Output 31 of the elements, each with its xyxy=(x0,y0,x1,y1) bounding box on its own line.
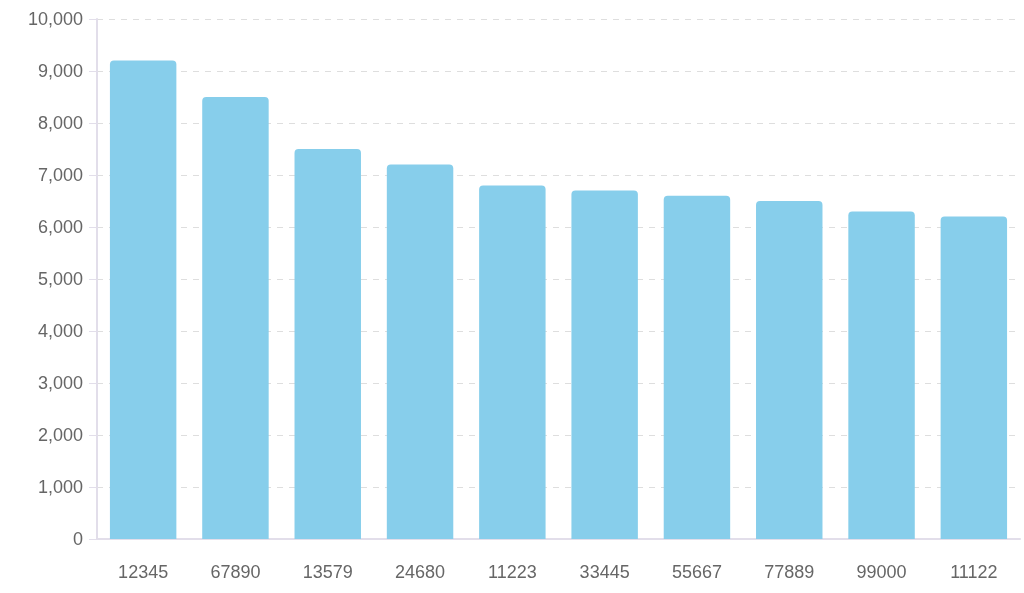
bar xyxy=(756,201,823,539)
bar xyxy=(479,185,546,539)
x-tick-label: 11122 xyxy=(950,562,998,582)
bar xyxy=(109,60,177,539)
x-tick-label: 67890 xyxy=(210,562,261,582)
bar xyxy=(663,195,731,539)
bar xyxy=(848,211,915,539)
bar xyxy=(571,190,638,539)
y-tick-label: 6,000 xyxy=(37,217,83,237)
y-tick-label: 10,000 xyxy=(27,9,83,29)
y-tick-label: 4,000 xyxy=(37,321,83,341)
x-tick-label: 12345 xyxy=(118,562,169,582)
y-tick-label: 9,000 xyxy=(37,61,83,81)
x-tick-label: 11223 xyxy=(487,562,537,582)
y-tick-label: 0 xyxy=(72,529,83,549)
bar xyxy=(386,164,454,539)
x-tick-label: 99000 xyxy=(856,562,907,582)
x-tick-label: 24680 xyxy=(395,562,446,582)
y-tick-label: 8,000 xyxy=(37,113,83,133)
bar xyxy=(202,97,269,539)
bar xyxy=(940,216,1008,539)
x-tick-label: 77889 xyxy=(764,562,815,582)
x-tick-label: 33445 xyxy=(579,562,630,582)
y-tick-label: 1,000 xyxy=(37,477,83,497)
bar xyxy=(294,149,361,539)
y-tick-label: 5,000 xyxy=(37,269,83,289)
y-tick-label: 3,000 xyxy=(37,373,83,393)
x-tick-label: 13579 xyxy=(302,562,353,582)
y-tick-label: 2,000 xyxy=(37,425,83,445)
x-tick-label: 55667 xyxy=(671,562,722,582)
y-tick-label: 7,000 xyxy=(37,165,83,185)
